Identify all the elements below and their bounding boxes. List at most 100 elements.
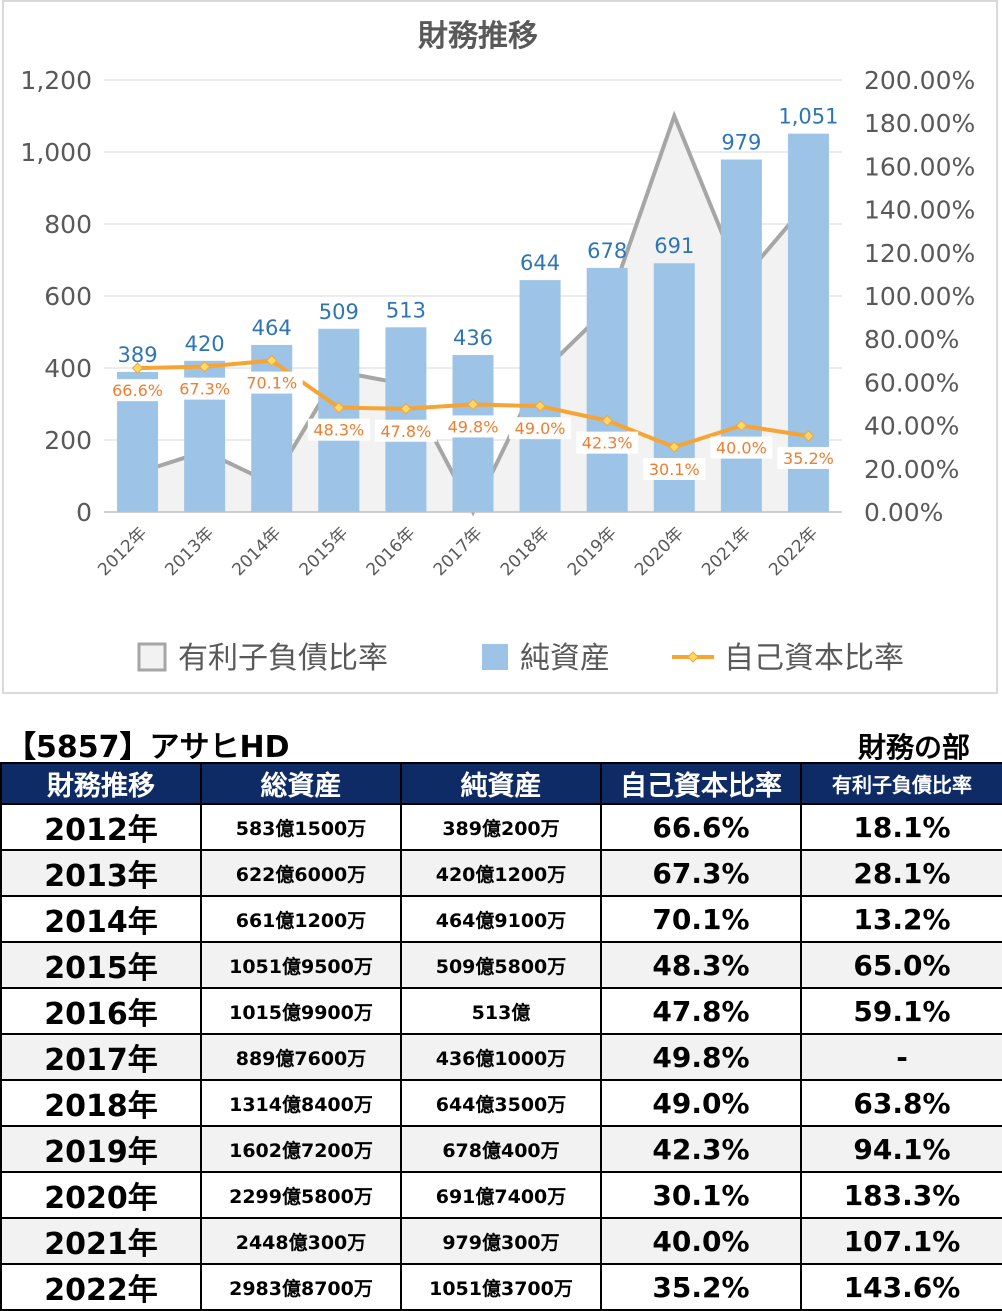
total-assets-cell: 889億7600万: [200, 1033, 402, 1081]
y-right-tick-label: 60.00%: [864, 368, 959, 397]
financial-table: 財務推移 総資産 純資産 自己資本比率 有利子負債比率 2012年 583億150…: [0, 762, 1002, 1311]
total-assets-cell: 1314億8400万: [200, 1079, 402, 1127]
y-right-tick-label: 0.00%: [864, 498, 943, 527]
net-assets-cell: 691億7400万: [400, 1171, 602, 1219]
column-header-debt-ratio: 有利子負債比率: [800, 762, 1002, 805]
equity-ratio-cell: 30.1%: [600, 1171, 802, 1219]
equity-ratio-marker: [467, 398, 479, 411]
y-right-tick-label: 160.00%: [864, 152, 975, 181]
net-assets-cell: 979億300万: [400, 1217, 602, 1265]
debt-ratio-cell: 143.6%: [800, 1263, 1002, 1311]
equity-ratio-marker: [400, 403, 412, 415]
net-assets-data-label: 644: [520, 251, 560, 275]
x-tick-label: 2017年: [430, 523, 487, 580]
equity-ratio-data-label: 47.8%: [380, 422, 431, 441]
table-row: 2012年 583億1500万 389億200万 66.6% 18.1%: [0, 803, 1002, 851]
x-tick-label: 2013年: [161, 523, 218, 580]
equity-ratio-label-box: [710, 436, 773, 459]
table-row: 2017年 889億7600万 436億1000万 49.8% -: [0, 1033, 1002, 1081]
chart-title: 財務推移: [418, 19, 538, 54]
y-left-tick-label: 0: [76, 498, 92, 527]
year-cell: 2014年: [0, 895, 202, 943]
equity-ratio-marker: [266, 354, 278, 367]
year-cell: 2016年: [0, 987, 202, 1035]
debt-ratio-cell: 13.2%: [800, 895, 1002, 943]
net-assets-cell: 420億1200万: [400, 849, 602, 897]
equity-ratio-label-box: [307, 418, 370, 441]
year-cell: 2012年: [0, 803, 202, 851]
equity-ratio-data-label: 35.2%: [783, 449, 834, 468]
legend-equity-ratio-label: 自己資本比率: [724, 641, 904, 676]
equity-ratio-cell: 35.2%: [600, 1263, 802, 1311]
table-row: 2013年 622億6000万 420億1200万 67.3% 28.1%: [0, 849, 1002, 897]
x-tick-label: 2021年: [698, 523, 755, 580]
y-right-tick-label: 40.00%: [864, 412, 959, 441]
equity-ratio-marker: [802, 430, 815, 442]
net-assets-data-label: 678: [587, 239, 627, 263]
total-assets-cell: 583億1500万: [200, 803, 402, 851]
net-assets-cell: 509億5800万: [400, 941, 602, 989]
equity-ratio-cell: 66.6%: [600, 803, 802, 851]
equity-ratio-data-label: 49.8%: [448, 417, 499, 436]
legend-debt-ratio-label: 有利子負債比率: [178, 641, 388, 676]
year-cell: 2020年: [0, 1171, 202, 1219]
net-assets-cell: 464億9100万: [400, 895, 602, 943]
equity-ratio-marker: [198, 360, 211, 373]
net-assets-data-label: 436: [453, 326, 493, 350]
legend-equity-ratio-marker: [687, 651, 699, 663]
y-left-tick-label: 200: [44, 426, 92, 455]
net-assets-cell: 389億200万: [400, 803, 602, 851]
equity-ratio-cell: 40.0%: [600, 1217, 802, 1265]
total-assets-cell: 1602億7200万: [200, 1125, 402, 1173]
equity-ratio-marker: [534, 400, 546, 412]
total-assets-cell: 622億6000万: [200, 849, 402, 897]
table-row: 2019年 1602億7200万 678億400万 42.3% 94.1%: [0, 1125, 1002, 1173]
column-header-equity-ratio: 自己資本比率: [600, 762, 802, 805]
y-right-tick-label: 120.00%: [864, 239, 975, 268]
table-row: 2015年 1051億9500万 509億5800万 48.3% 65.0%: [0, 941, 1002, 989]
equity-ratio-label-box: [173, 377, 236, 400]
table-header-row: 財務推移 総資産 純資産 自己資本比率 有利子負債比率: [0, 762, 1002, 805]
legend-net-assets-label: 純資産: [520, 641, 610, 676]
net-assets-bar: [720, 159, 762, 512]
equity-ratio-label-box: [643, 457, 706, 480]
equity-ratio-cell: 42.3%: [600, 1125, 802, 1173]
equity-ratio-marker: [668, 441, 680, 453]
equity-ratio-label-box: [106, 379, 169, 402]
debt-ratio-cell: 28.1%: [800, 849, 1002, 897]
total-assets-cell: 2983億8700万: [200, 1263, 402, 1311]
y-left-tick-label: 1,200: [20, 66, 92, 95]
table-row: 2022年 2983億8700万 1051億3700万 35.2% 143.6%: [0, 1263, 1002, 1311]
year-cell: 2022年: [0, 1263, 202, 1311]
debt-ratio-cell: 94.1%: [800, 1125, 1002, 1173]
column-header-total-assets: 総資産: [200, 762, 402, 805]
debt-ratio-cell: 183.3%: [800, 1171, 1002, 1219]
net-assets-data-label: 691: [654, 234, 694, 258]
year-cell: 2019年: [0, 1125, 202, 1173]
total-assets-cell: 1051億9500万: [200, 941, 402, 989]
equity-ratio-cell: 49.0%: [600, 1079, 802, 1127]
net-assets-cell: 644億3500万: [400, 1079, 602, 1127]
net-assets-data-label: 509: [319, 300, 359, 324]
x-tick-label: 2012年: [94, 523, 151, 580]
net-assets-cell: 513億: [400, 987, 602, 1035]
equity-ratio-marker: [333, 401, 345, 414]
table-heading: 【5857】アサヒHD 財務の部: [0, 722, 1002, 765]
column-header-net-assets: 純資産: [400, 762, 602, 805]
net-assets-bar: [586, 267, 628, 512]
debt-ratio-cell: 107.1%: [800, 1217, 1002, 1265]
equity-ratio-data-label: 40.0%: [716, 439, 767, 458]
legend-debt-ratio-swatch: [137, 642, 167, 672]
x-tick-label: 2020年: [631, 523, 688, 580]
total-assets-cell: 2448億300万: [200, 1217, 402, 1265]
equity-ratio-cell: 47.8%: [600, 987, 802, 1035]
net-assets-bar: [385, 327, 427, 512]
total-assets-cell: 2299億5800万: [200, 1171, 402, 1219]
equity-ratio-data-label: 48.3%: [313, 421, 364, 440]
equity-ratio-data-label: 70.1%: [246, 374, 297, 393]
chart-panel: 財務推移 0 200 400 600 800 1,000 1,200 0.00% 20.00% 40…: [2, 0, 998, 694]
total-assets-cell: 661億1200万: [200, 895, 402, 943]
y-right-tick-label: 20.00%: [864, 455, 959, 484]
equity-ratio-cell: 67.3%: [600, 849, 802, 897]
y-left-tick-label: 600: [44, 282, 92, 311]
